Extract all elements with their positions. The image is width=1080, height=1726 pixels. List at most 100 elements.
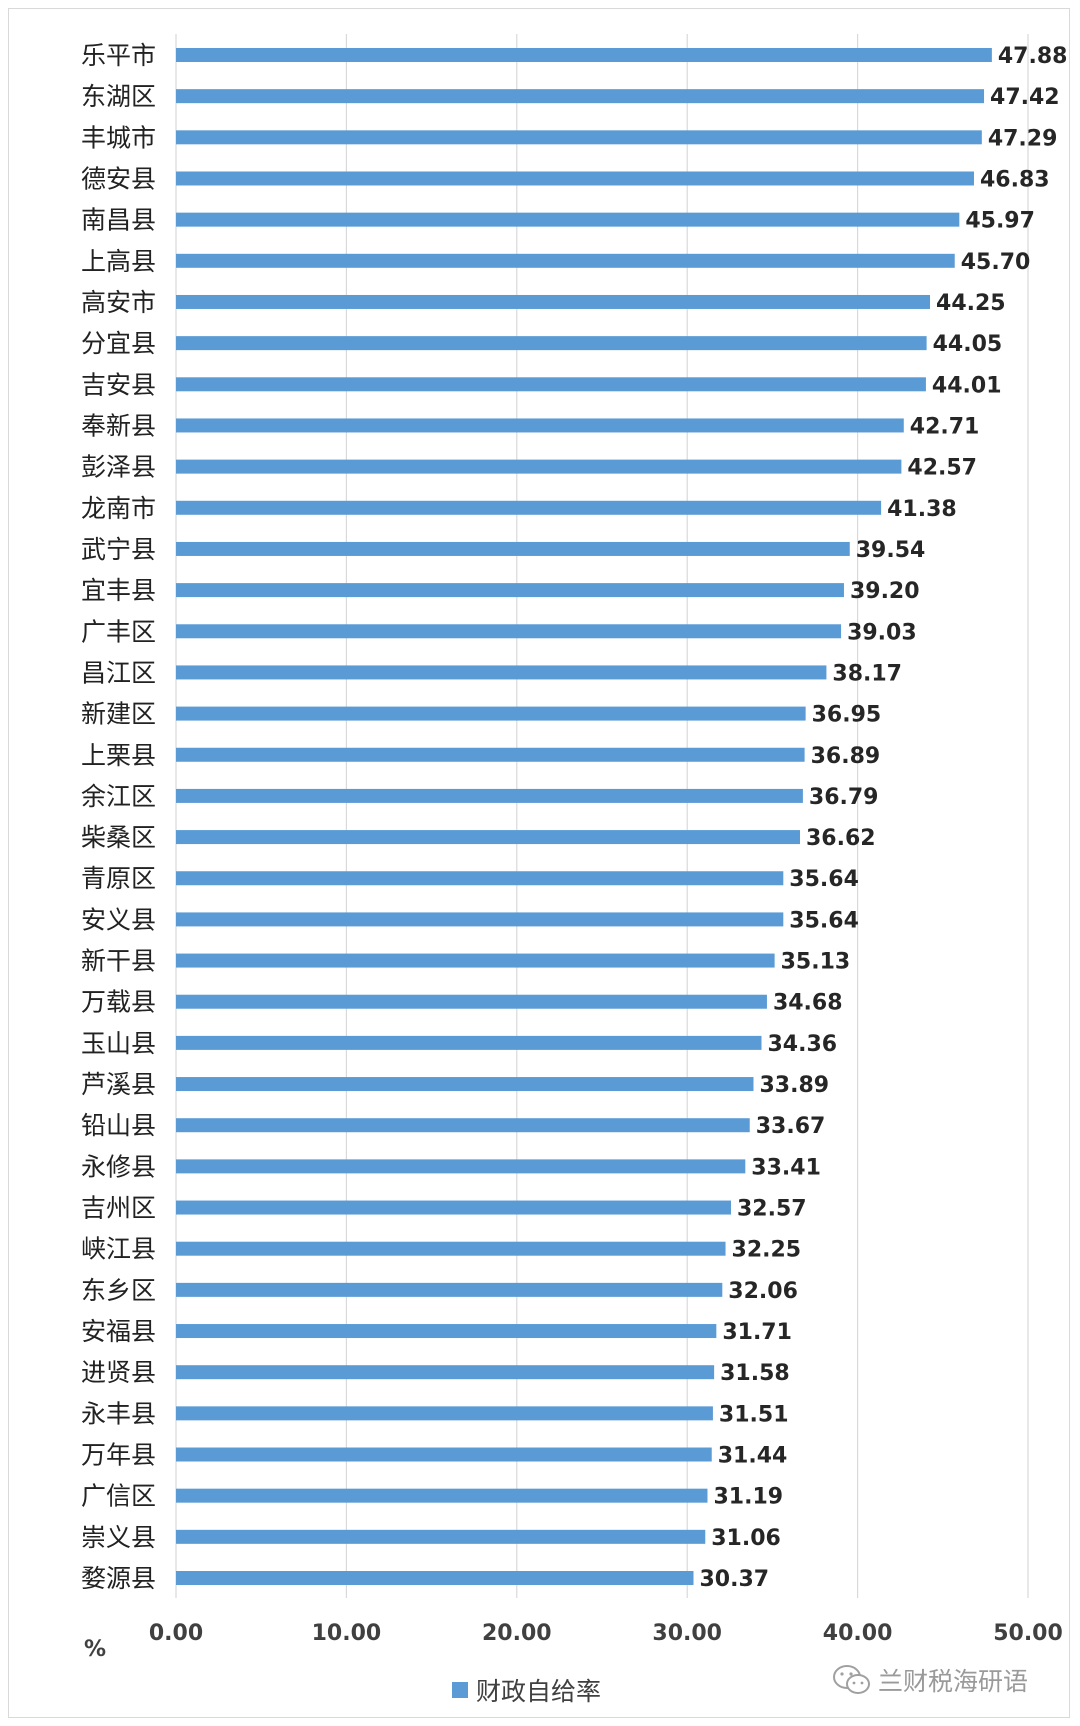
value-label-31: 31.71 bbox=[722, 1320, 792, 1345]
category-label-17: 上栗县 bbox=[81, 741, 156, 770]
x-tick-label-0: 0.00 bbox=[149, 1621, 203, 1646]
category-label-14: 广丰区 bbox=[81, 617, 156, 646]
x-tick-label-2: 20.00 bbox=[482, 1621, 552, 1646]
bar-29 bbox=[176, 1241, 726, 1256]
value-label-2: 47.29 bbox=[988, 126, 1058, 151]
value-label-29: 32.25 bbox=[732, 1238, 802, 1263]
bar-19 bbox=[176, 830, 801, 845]
value-label-25: 33.89 bbox=[759, 1073, 829, 1098]
category-labels: 乐平市东湖区丰城市德安县南昌县上高县高安市分宜县吉安县奉新县彭泽县龙南市武宁县宜… bbox=[81, 41, 156, 1593]
watermark: 兰财税海研语 bbox=[832, 1662, 1028, 1698]
value-label-35: 31.19 bbox=[713, 1485, 783, 1510]
bar-9 bbox=[176, 418, 904, 433]
bar-0 bbox=[176, 48, 992, 62]
bar-30 bbox=[176, 1282, 723, 1297]
category-label-35: 广信区 bbox=[81, 1482, 156, 1511]
category-label-28: 吉州区 bbox=[81, 1194, 156, 1223]
bar-3 bbox=[176, 171, 974, 186]
category-label-1: 东湖区 bbox=[81, 82, 156, 111]
category-label-5: 上高县 bbox=[81, 247, 156, 276]
category-label-24: 玉山县 bbox=[81, 1029, 156, 1058]
value-label-1: 47.42 bbox=[990, 85, 1060, 110]
value-label-13: 39.20 bbox=[850, 579, 920, 604]
category-label-23: 万载县 bbox=[81, 988, 156, 1017]
bar-17 bbox=[176, 747, 805, 762]
category-label-9: 奉新县 bbox=[81, 411, 156, 440]
legend-label: 财政自给率 bbox=[476, 1677, 602, 1706]
x-tick-label-4: 40.00 bbox=[823, 1621, 893, 1646]
category-label-32: 进贤县 bbox=[81, 1358, 156, 1387]
x-axis-unit: % bbox=[84, 1637, 106, 1662]
wechat-icon bbox=[833, 1665, 870, 1694]
value-label-30: 32.06 bbox=[728, 1279, 798, 1304]
value-label-34: 31.44 bbox=[718, 1444, 788, 1469]
bar-34 bbox=[176, 1447, 712, 1462]
bar-15 bbox=[176, 665, 827, 680]
bar-5 bbox=[176, 253, 955, 268]
bar-36 bbox=[176, 1529, 706, 1544]
category-label-12: 武宁县 bbox=[81, 535, 156, 564]
value-label-14: 39.03 bbox=[847, 620, 917, 645]
value-label-33: 31.51 bbox=[719, 1402, 789, 1427]
value-label-0: 47.88 bbox=[998, 44, 1068, 69]
x-tick-label-5: 50.00 bbox=[993, 1621, 1063, 1646]
category-label-36: 崇义县 bbox=[81, 1523, 156, 1552]
category-label-26: 铅山县 bbox=[81, 1111, 156, 1140]
category-label-37: 婺源县 bbox=[81, 1564, 156, 1593]
value-label-6: 44.25 bbox=[936, 291, 1006, 316]
bar-8 bbox=[176, 377, 926, 392]
category-label-15: 昌江区 bbox=[81, 658, 156, 687]
watermark-text: 兰财税海研语 bbox=[878, 1667, 1029, 1696]
value-label-23: 34.68 bbox=[773, 991, 843, 1016]
value-label-19: 36.62 bbox=[806, 826, 876, 851]
category-label-16: 新建区 bbox=[81, 700, 156, 729]
category-label-11: 龙南市 bbox=[81, 494, 156, 523]
bar-35 bbox=[176, 1488, 708, 1503]
bar-10 bbox=[176, 459, 902, 474]
bars bbox=[176, 48, 992, 1585]
value-label-27: 33.41 bbox=[751, 1155, 821, 1180]
bar-27 bbox=[176, 1159, 746, 1174]
value-label-5: 45.70 bbox=[961, 250, 1031, 275]
category-label-34: 万年县 bbox=[81, 1441, 156, 1470]
value-label-17: 36.89 bbox=[811, 744, 881, 769]
bar-16 bbox=[176, 706, 806, 721]
gridlines bbox=[175, 34, 1029, 1598]
legend: 财政自给率 bbox=[452, 1672, 601, 1708]
bar-7 bbox=[176, 336, 927, 351]
value-label-9: 42.71 bbox=[910, 414, 980, 439]
bar-6 bbox=[176, 294, 931, 309]
category-label-19: 柴桑区 bbox=[81, 823, 156, 852]
category-label-30: 东乡区 bbox=[81, 1276, 156, 1305]
category-label-13: 宜丰县 bbox=[81, 576, 156, 605]
value-label-36: 31.06 bbox=[711, 1526, 781, 1551]
value-label-12: 39.54 bbox=[856, 538, 926, 563]
category-label-8: 吉安县 bbox=[81, 370, 156, 399]
legend-swatch bbox=[452, 1682, 468, 1698]
bar-12 bbox=[176, 541, 850, 556]
bar-1 bbox=[176, 89, 985, 104]
value-label-7: 44.05 bbox=[933, 332, 1003, 357]
value-label-20: 35.64 bbox=[789, 867, 859, 892]
bar-11 bbox=[176, 500, 882, 515]
bar-26 bbox=[176, 1118, 750, 1133]
bar-18 bbox=[176, 788, 803, 803]
bar-13 bbox=[176, 583, 844, 598]
value-label-28: 32.57 bbox=[737, 1197, 807, 1222]
value-label-16: 36.95 bbox=[812, 703, 882, 728]
category-label-7: 分宜县 bbox=[81, 329, 156, 358]
value-label-21: 35.64 bbox=[789, 908, 859, 933]
bar-28 bbox=[176, 1200, 731, 1215]
category-label-33: 永丰县 bbox=[81, 1399, 156, 1428]
category-label-22: 新干县 bbox=[81, 947, 156, 976]
bar-4 bbox=[176, 212, 960, 227]
bar-23 bbox=[176, 994, 767, 1009]
bar-20 bbox=[176, 871, 784, 886]
category-label-0: 乐平市 bbox=[81, 41, 156, 70]
category-label-20: 青原区 bbox=[81, 864, 156, 893]
bar-22 bbox=[176, 953, 775, 968]
bar-31 bbox=[176, 1324, 717, 1339]
value-label-3: 46.83 bbox=[980, 167, 1050, 192]
bar-33 bbox=[176, 1406, 713, 1421]
